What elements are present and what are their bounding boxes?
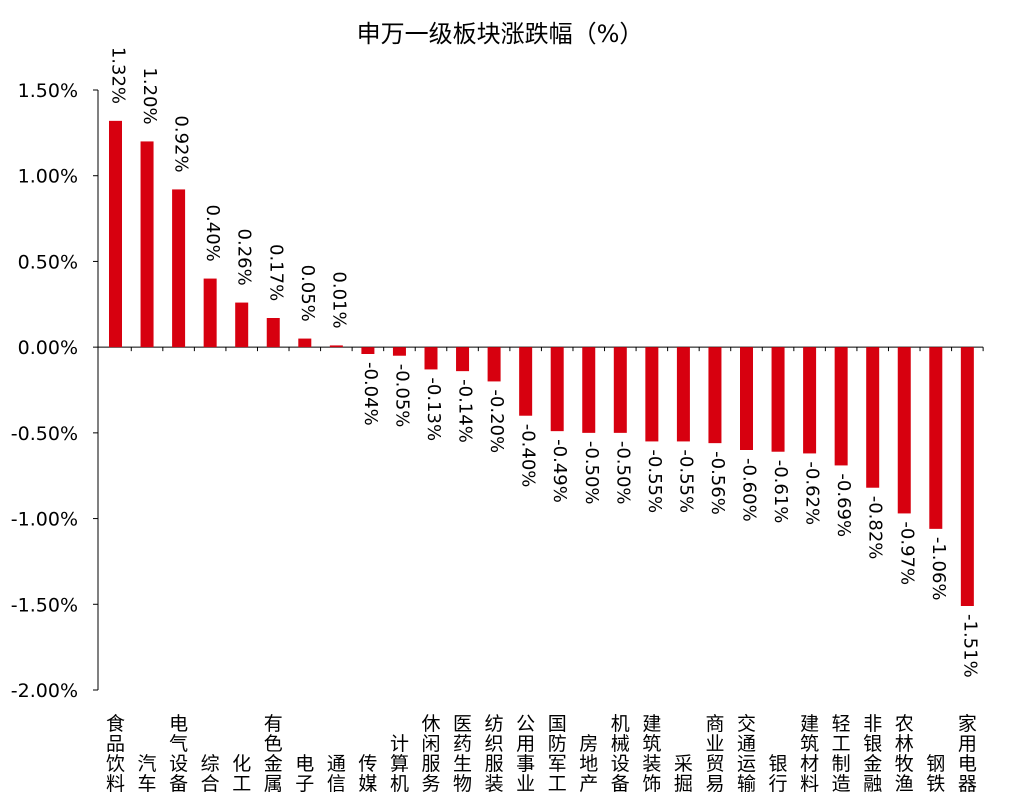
category-label: 非银金融 bbox=[863, 713, 882, 795]
bar bbox=[203, 278, 217, 348]
bar bbox=[676, 347, 690, 442]
data-label: -0.55% bbox=[644, 449, 665, 513]
category-label: 通信 bbox=[327, 753, 346, 795]
category-label: 电气设备 bbox=[169, 713, 188, 795]
category-label: 交通运输 bbox=[737, 713, 756, 795]
category-label: 国防军工 bbox=[548, 713, 567, 795]
category-label: 化工 bbox=[232, 753, 251, 795]
category-label: 建筑装饰 bbox=[642, 713, 661, 795]
category-label: 家用电器 bbox=[958, 713, 977, 795]
y-tick-label: -0.50% bbox=[11, 423, 78, 445]
data-label: -0.04% bbox=[360, 362, 381, 426]
data-label: -0.14% bbox=[455, 379, 476, 443]
bar bbox=[708, 347, 722, 444]
y-tick-label: 0.50% bbox=[18, 251, 78, 273]
bar bbox=[329, 345, 343, 348]
data-label: 0.17% bbox=[265, 244, 286, 301]
data-label: -0.49% bbox=[549, 439, 570, 503]
y-tick-label: -2.00% bbox=[11, 680, 78, 702]
bar bbox=[456, 347, 470, 372]
data-label: -0.13% bbox=[423, 377, 444, 441]
category-labels: 食品饮料汽车电气设备综合化工有色金属电子通信传媒计算机休闲服务医药生物纺织服装公… bbox=[106, 347, 984, 795]
data-label: -0.05% bbox=[391, 364, 412, 428]
bar bbox=[298, 338, 312, 348]
bar bbox=[235, 302, 249, 348]
data-label: 0.01% bbox=[328, 271, 349, 328]
bar bbox=[519, 347, 533, 416]
bar bbox=[960, 347, 974, 606]
y-tick-label: 1.00% bbox=[18, 166, 78, 188]
data-label: 1.20% bbox=[139, 67, 160, 124]
data-label: -0.62% bbox=[802, 461, 823, 525]
category-label: 采掘 bbox=[674, 753, 693, 795]
data-label: -1.51% bbox=[959, 614, 980, 678]
category-label: 计算机 bbox=[390, 733, 409, 795]
category-label: 电子 bbox=[295, 753, 314, 795]
bar bbox=[834, 347, 848, 466]
category-label: 建筑材料 bbox=[800, 713, 819, 795]
data-label: 0.40% bbox=[202, 205, 223, 262]
bar bbox=[740, 347, 753, 450]
data-label: 1.32% bbox=[108, 47, 129, 104]
bar bbox=[897, 347, 911, 514]
bar bbox=[803, 347, 817, 454]
category-label: 轻工制造 bbox=[832, 713, 851, 795]
category-label: 有色金属 bbox=[264, 713, 283, 795]
bar bbox=[929, 347, 943, 529]
y-tick-label: -1.00% bbox=[11, 509, 78, 531]
category-label: 综合 bbox=[201, 753, 220, 795]
data-label: -0.50% bbox=[612, 441, 633, 505]
category-label: 医药生物 bbox=[453, 713, 472, 795]
data-label: 0.05% bbox=[297, 265, 318, 322]
bar bbox=[771, 347, 785, 452]
bar bbox=[361, 347, 375, 354]
data-label: -0.60% bbox=[739, 458, 760, 522]
data-label: -0.40% bbox=[518, 424, 539, 488]
category-label: 房地产 bbox=[579, 733, 598, 795]
category-label: 钢铁 bbox=[926, 753, 945, 795]
bar bbox=[392, 347, 406, 356]
category-label: 休闲服务 bbox=[422, 713, 441, 795]
data-label: -0.61% bbox=[770, 460, 791, 524]
bar bbox=[140, 141, 154, 348]
bars bbox=[109, 120, 974, 606]
data-label: 0.92% bbox=[171, 115, 192, 172]
bar bbox=[487, 347, 501, 382]
category-label: 公用事业 bbox=[516, 713, 535, 795]
category-label: 汽车 bbox=[138, 753, 157, 795]
bar bbox=[266, 318, 280, 348]
y-axis-ticks: 1.50% 1.00% 0.50% 0.00% -0.50% -1.00% -1.50% -2… bbox=[11, 80, 98, 702]
bar bbox=[424, 347, 438, 370]
data-label: -0.82% bbox=[865, 496, 886, 560]
bar bbox=[866, 347, 880, 488]
category-label: 纺织服装 bbox=[485, 713, 504, 795]
data-label: -0.97% bbox=[896, 521, 917, 585]
data-label: -0.55% bbox=[675, 449, 696, 513]
category-label: 食品饮料 bbox=[106, 713, 125, 795]
category-label: 传媒 bbox=[358, 753, 377, 795]
data-label: -0.50% bbox=[581, 441, 602, 505]
bar bbox=[172, 189, 186, 348]
category-label: 银行 bbox=[769, 753, 788, 795]
bar bbox=[109, 120, 122, 348]
category-label: 机械设备 bbox=[611, 713, 630, 795]
data-label: -0.69% bbox=[833, 473, 854, 537]
category-label: 商业贸易 bbox=[705, 713, 724, 795]
chart-title: 申万一级板块涨跌幅（%） bbox=[357, 20, 644, 48]
y-tick-label: -1.50% bbox=[11, 594, 78, 616]
bar bbox=[582, 347, 596, 433]
bar bbox=[550, 347, 564, 432]
data-label: -1.06% bbox=[928, 537, 949, 601]
y-tick-label: 1.50% bbox=[18, 80, 78, 102]
category-label: 农林牧渔 bbox=[895, 713, 914, 795]
data-label: -0.20% bbox=[486, 389, 507, 453]
bar bbox=[645, 347, 659, 442]
y-tick-label: 0.00% bbox=[18, 337, 78, 359]
data-label: 0.26% bbox=[234, 229, 255, 286]
bar bbox=[613, 347, 627, 433]
data-label: -0.56% bbox=[707, 451, 728, 515]
data-labels: 1.32% 1.20% 0.92% 0.40% 0.26% 0.17% 0.05% 0.01%… bbox=[108, 47, 981, 678]
